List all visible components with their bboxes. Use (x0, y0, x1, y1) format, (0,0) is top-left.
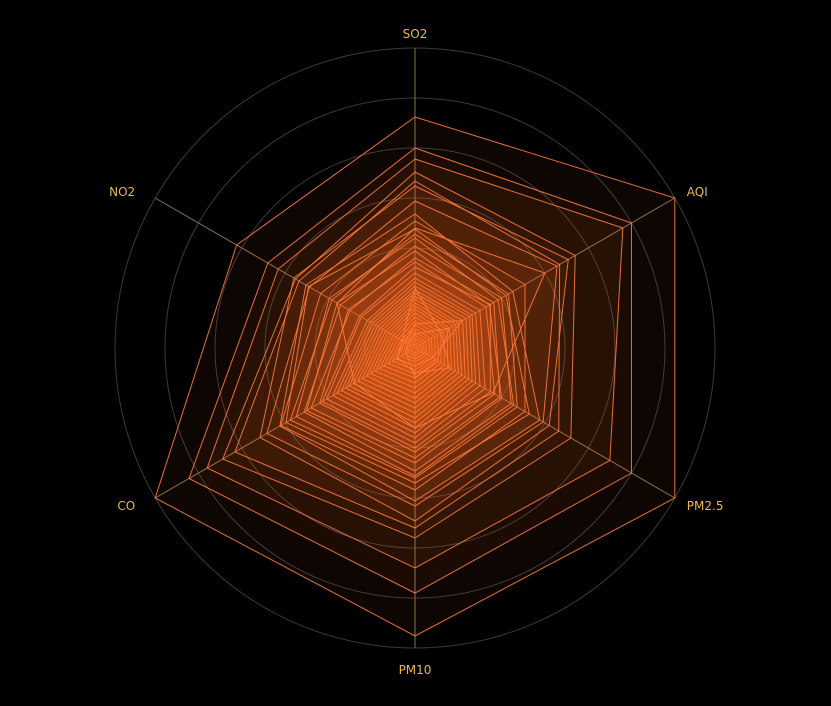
radar-series-group (154, 116, 676, 637)
radar-series-26[interactable] (361, 302, 456, 404)
axis-label-pm10: PM10 (399, 663, 432, 677)
axis-label-so2: SO2 (403, 27, 428, 41)
axis-label-co: CO (117, 499, 135, 513)
radar-series-2[interactable] (188, 147, 633, 594)
radar-series-39[interactable] (395, 319, 464, 367)
axis-line-no2 (154, 197, 416, 349)
radar-series-41[interactable] (336, 227, 546, 429)
radar-axis-labels: SO2 AQI PM2.5 PM10 CO NO2 (109, 27, 723, 677)
radar-series-40[interactable] (397, 286, 451, 374)
axis-label-pm25: PM2.5 (687, 499, 724, 513)
axis-label-no2: NO2 (109, 185, 135, 199)
radar-series-33[interactable] (391, 328, 433, 371)
radar-series-42[interactable] (405, 327, 451, 379)
radar-series-5[interactable] (234, 180, 561, 529)
radar-series-37[interactable] (407, 340, 423, 357)
radar-series-3[interactable] (206, 158, 624, 569)
radar-series-38[interactable] (410, 343, 420, 354)
axis-line-co (154, 347, 416, 499)
axis-label-aqi: AQI (687, 185, 708, 199)
radar-series-25[interactable] (357, 298, 459, 409)
